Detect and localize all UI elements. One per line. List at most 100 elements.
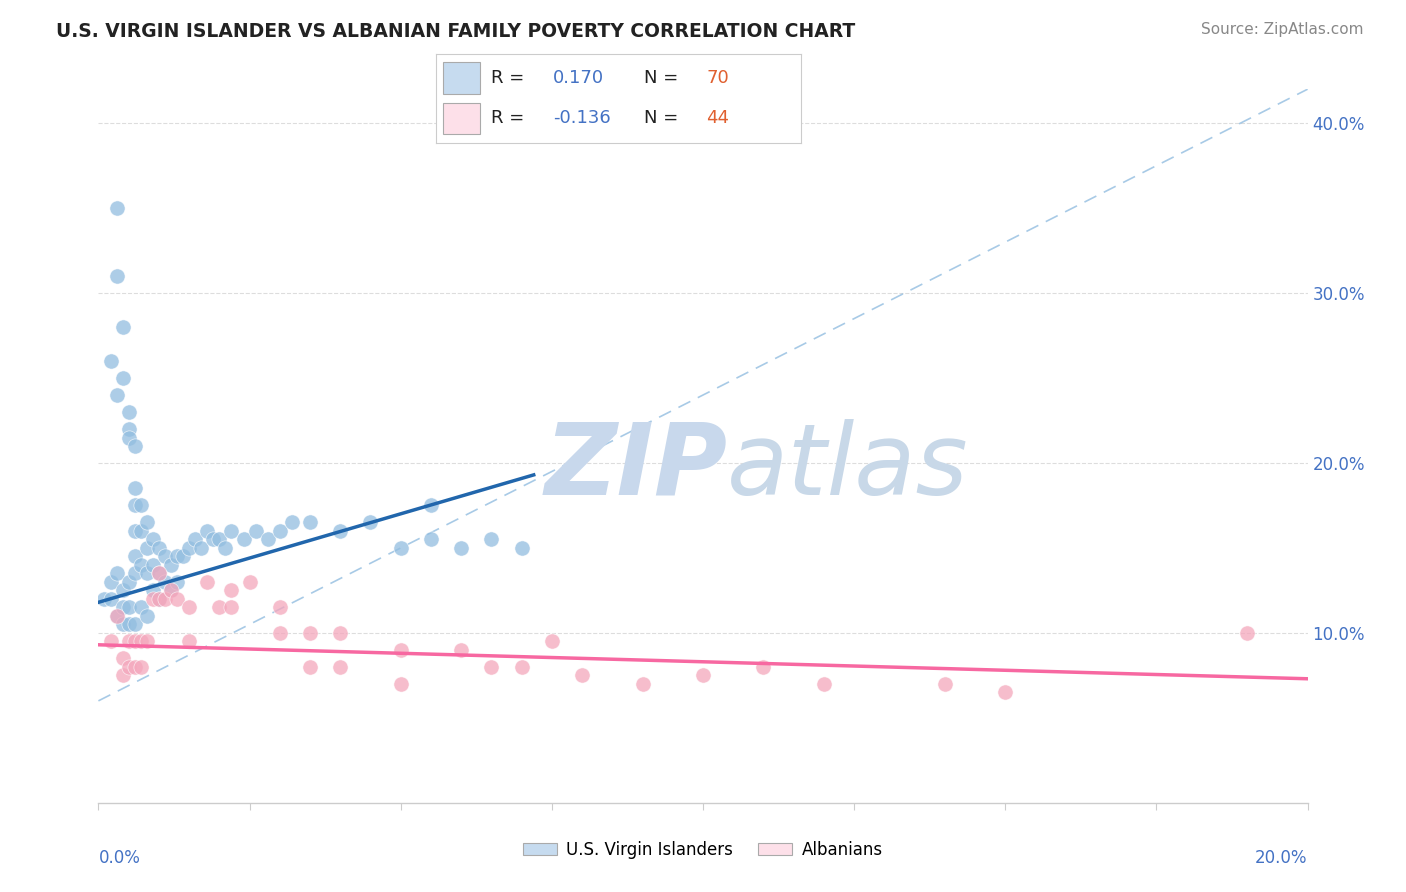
Point [129,660,152,674]
Point [118,430,141,444]
Point [360,516,382,530]
Point [124,549,146,564]
Point [111,651,134,665]
Text: 70: 70 [706,69,730,87]
Point [129,499,152,513]
Point [160,583,183,598]
Text: -0.136: -0.136 [553,109,610,127]
Point [245,524,267,538]
Point [105,388,128,402]
Point [329,626,352,640]
Legend: U.S. Virgin Islanders, Albanians: U.S. Virgin Islanders, Albanians [516,835,890,866]
Point [100,354,122,368]
Point [190,541,212,555]
Text: ZIP: ZIP [544,419,727,516]
Point [105,608,128,623]
Point [153,591,176,606]
Point [329,660,352,674]
Point [299,626,322,640]
Point [100,591,122,606]
Point [118,405,141,419]
Point [420,533,443,547]
Text: N =: N = [644,109,685,127]
Point [195,574,218,589]
Point [118,574,141,589]
Point [111,320,134,334]
Point [232,533,254,547]
Point [214,541,236,555]
Text: 0.0%: 0.0% [98,849,141,867]
Text: N =: N = [644,69,685,87]
Point [148,566,170,581]
Point [389,677,412,691]
Point [631,677,654,691]
Point [124,499,146,513]
Point [994,685,1017,699]
Point [118,634,141,648]
Point [510,660,533,674]
Point [179,634,201,648]
Point [105,269,128,284]
Point [450,643,472,657]
Point [148,541,170,555]
Point [124,482,146,496]
Point [813,677,835,691]
Point [111,583,134,598]
Point [299,516,322,530]
Point [129,600,152,615]
Point [172,549,194,564]
Point [142,558,165,572]
Y-axis label: Family Poverty: Family Poverty [0,385,8,507]
Point [153,574,176,589]
FancyBboxPatch shape [443,103,479,134]
Point [420,499,443,513]
Point [100,634,122,648]
Point [329,524,352,538]
Point [160,583,183,598]
Point [124,634,146,648]
Point [692,668,714,682]
Point [221,583,243,598]
Point [111,617,134,632]
Point [118,617,141,632]
Point [450,541,472,555]
Point [934,677,956,691]
Point [481,533,503,547]
Text: R =: R = [491,109,530,127]
Point [124,566,146,581]
Point [481,660,503,674]
Point [142,583,165,598]
Point [540,634,562,648]
Point [129,634,152,648]
Point [184,533,207,547]
Point [281,516,304,530]
Point [135,634,157,648]
Point [389,541,412,555]
Point [239,574,262,589]
Point [124,660,146,674]
Point [166,574,188,589]
Text: 0.170: 0.170 [553,69,605,87]
Point [299,660,322,674]
Point [124,439,146,453]
Point [160,558,183,572]
Point [148,566,170,581]
Point [221,524,243,538]
Point [221,600,243,615]
Point [510,541,533,555]
Point [148,591,170,606]
Point [105,608,128,623]
Point [389,643,412,657]
Text: R =: R = [491,69,530,87]
Point [124,617,146,632]
FancyBboxPatch shape [443,62,479,94]
Point [129,558,152,572]
Point [571,668,593,682]
Point [129,524,152,538]
Point [142,591,165,606]
Point [1236,626,1258,640]
Point [202,533,225,547]
Point [166,591,188,606]
Point [179,600,201,615]
Text: Source: ZipAtlas.com: Source: ZipAtlas.com [1201,22,1364,37]
